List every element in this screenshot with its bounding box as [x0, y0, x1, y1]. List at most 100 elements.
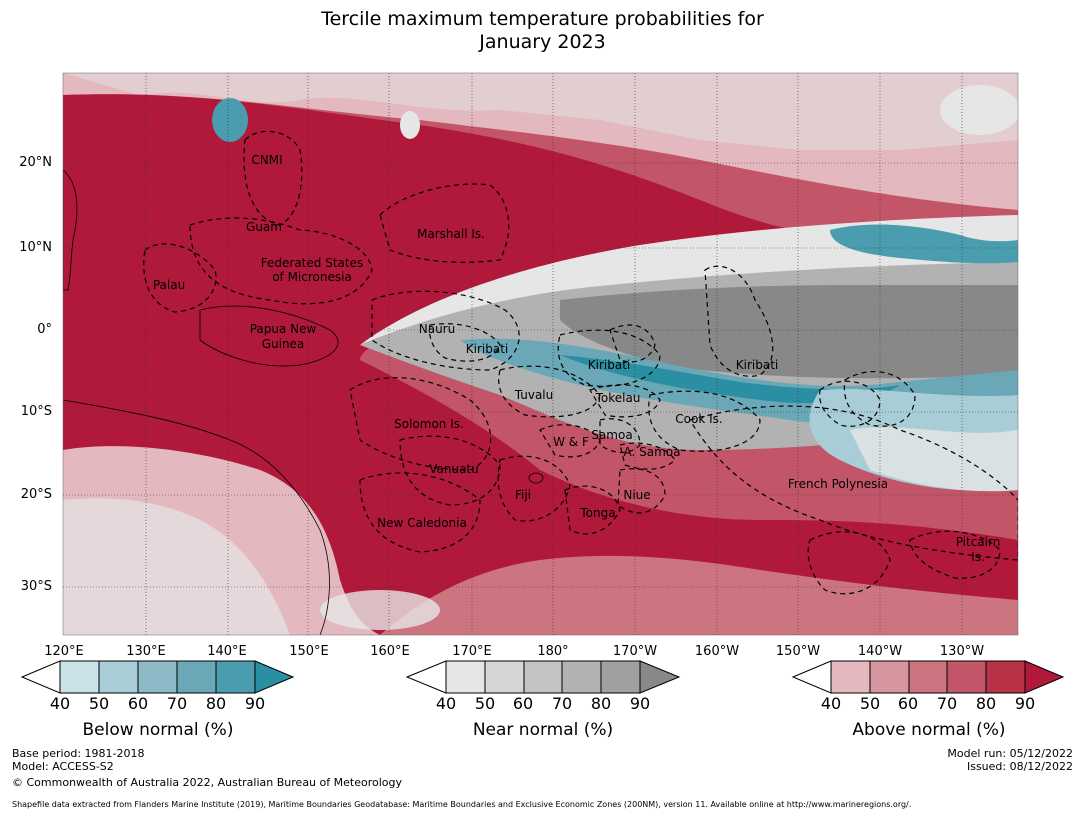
cbar-tick: 70 — [166, 694, 188, 713]
label-tokelau: Tokelau — [595, 391, 641, 405]
label-vanuatu: Vanuatu — [429, 462, 479, 476]
colorbar-above — [791, 660, 1065, 694]
north-teal-patch — [830, 224, 1018, 264]
label-kiribati-east: Kiribati — [736, 358, 778, 372]
colorbar-below-cell — [137, 660, 178, 694]
label-tuvalu: Tuvalu — [514, 388, 554, 402]
lon-label: 130°E — [126, 644, 166, 659]
label-png-2: Guinea — [262, 337, 305, 351]
cbar-tick: 50 — [88, 694, 110, 713]
cbar-tick: 80 — [975, 694, 997, 713]
lon-label: 130°W — [939, 644, 985, 659]
chart-title-line1: Tercile maximum temperature probabilitie… — [321, 8, 764, 30]
label-marshall: Marshall Is. — [417, 227, 485, 241]
philippines-outline — [63, 169, 78, 291]
chart-title-line2: January 2023 — [479, 31, 606, 53]
north-white-spot — [400, 111, 420, 139]
map-frame — [62, 72, 1019, 636]
lat-label: 20°N — [19, 155, 52, 170]
cbar-tick: 60 — [127, 694, 149, 713]
cbar-tick: 70 — [551, 694, 573, 713]
gridlines — [63, 73, 1018, 635]
lon-label: 140°E — [207, 644, 247, 659]
australia-near-normal — [63, 498, 290, 635]
shapefile-credit: Shapefile data extracted from Flanders M… — [12, 800, 912, 809]
cbar-tick: 70 — [936, 694, 958, 713]
label-new-caledonia: New Caledonia — [377, 516, 467, 530]
colorbar-below-cell — [215, 660, 256, 694]
north-near-normal-patch — [63, 73, 1018, 150]
colorbar-near-arrow — [639, 660, 681, 694]
below-normal-core — [560, 355, 900, 404]
northeast-light-spot — [940, 85, 1018, 135]
cbar-tick: 50 — [474, 694, 496, 713]
colorbar-near-cell — [445, 660, 486, 694]
copyright: © Commonwealth of Australia 2022, Austra… — [12, 776, 402, 789]
lon-label: 180° — [537, 644, 569, 659]
east-light-area — [850, 427, 1018, 492]
label-pitcairn-2: Is. — [971, 550, 985, 564]
lat-label: 10°S — [20, 404, 52, 419]
cbar-tick: 60 — [897, 694, 919, 713]
cbar-tick: 90 — [1014, 694, 1036, 713]
colorbar-below-cell — [176, 660, 217, 694]
cbar-tick: 90 — [244, 694, 266, 713]
lon-label: 120°E — [44, 644, 84, 659]
cbar-tick: 40 — [435, 694, 457, 713]
cbar-tick: 90 — [629, 694, 651, 713]
lon-label: 160°E — [370, 644, 410, 659]
colorbar-near-cell — [484, 660, 525, 694]
label-guam: Guam — [246, 220, 282, 234]
colorbar-below-cell — [98, 660, 139, 694]
label-fiji: Fiji — [515, 488, 531, 502]
eez-boundaries — [143, 130, 1018, 595]
lon-label: 170°W — [612, 644, 658, 659]
model-name: Model: ACCESS-S2 — [12, 760, 114, 773]
lat-label: 20°S — [20, 487, 52, 502]
near-normal-core — [560, 285, 1018, 379]
label-kiribati-west: Kiribati — [466, 342, 508, 356]
colorbar-below-arrow — [254, 660, 295, 694]
lat-label: 30°S — [20, 579, 52, 594]
lon-label: 140°W — [857, 644, 903, 659]
colorbar-near-cell — [561, 660, 602, 694]
cbar-tick: 80 — [590, 694, 612, 713]
lat-label: 0° — [37, 322, 52, 337]
label-palau: Palau — [153, 278, 185, 292]
colorbar-above-cell — [908, 660, 948, 694]
label-solomon: Solomon Is. — [394, 417, 464, 431]
colorbar-above-cell — [869, 660, 910, 694]
label-png-1: Papua New — [250, 322, 317, 336]
label-french-polynesia: French Polynesia — [788, 477, 888, 491]
colorbar-above-cell — [830, 660, 871, 694]
south-mid-red — [380, 555, 1018, 635]
lon-label: 150°W — [775, 644, 821, 659]
map-field — [63, 73, 1018, 635]
label-nauru: Nauru — [419, 322, 455, 336]
label-samoa: Samoa — [591, 428, 632, 442]
lon-label: 170°E — [452, 644, 492, 659]
north-teal-spot — [212, 98, 248, 142]
label-pitcairn-1: Pitcairn — [956, 535, 1001, 549]
fiji-outline — [528, 472, 544, 484]
cbar-tick: 40 — [820, 694, 842, 713]
model-run: Model run: 05/12/2022 — [947, 747, 1073, 760]
label-kiribati-central: Kiribati — [588, 358, 630, 372]
cbar-tick: 50 — [859, 694, 881, 713]
issued-date: Issued: 08/12/2022 — [966, 760, 1073, 773]
label-cook: Cook Is. — [675, 412, 722, 426]
cbar-tick: 60 — [512, 694, 534, 713]
new-guinea-outline — [199, 305, 339, 367]
label-wallis-futuna: W & F — [553, 435, 589, 449]
colorbar-above-cell — [985, 660, 1026, 694]
colorbar-near — [405, 660, 681, 694]
lon-label: 150°E — [289, 644, 329, 659]
label-niue: Niue — [623, 488, 650, 502]
label-fsm-2: of Micronesia — [272, 270, 352, 284]
base-period: Base period: 1981-2018 — [12, 747, 145, 760]
label-fsm-1: Federated States — [261, 256, 363, 270]
australia-outline — [63, 399, 330, 635]
colorbar-below — [20, 660, 295, 694]
label-tonga: Tonga — [579, 506, 615, 520]
lon-label: 160°W — [694, 644, 740, 659]
